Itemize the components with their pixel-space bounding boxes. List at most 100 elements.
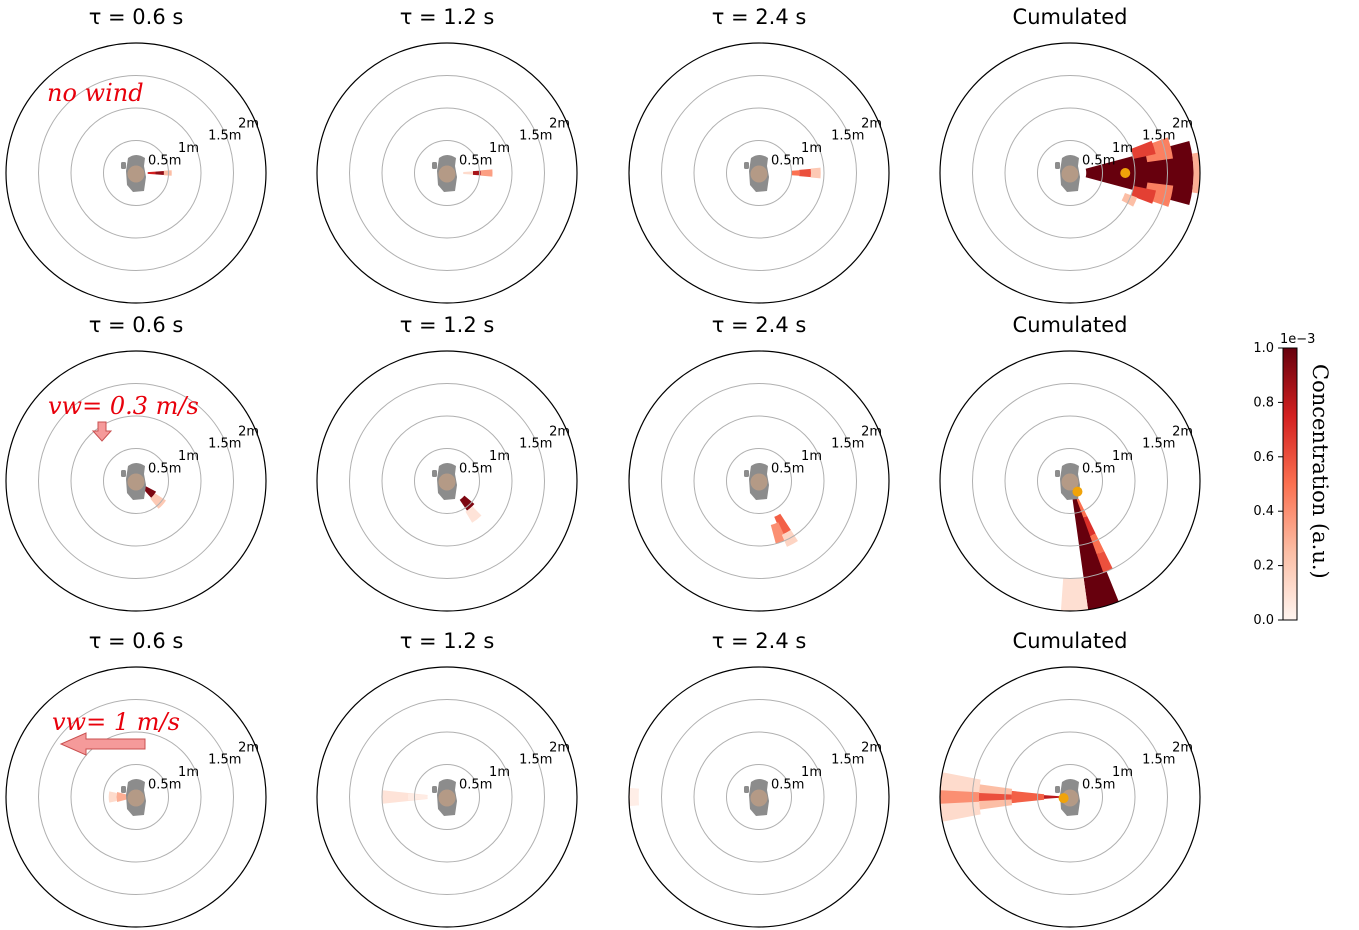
person-arm [121,786,126,793]
concentration-sector [1191,149,1200,197]
wind-arrow-left-icon [59,732,146,756]
ring-label: 1m [489,449,510,464]
polar-grid-ring [1004,107,1136,239]
person-arm [744,162,749,169]
ring-label: 0.5m [148,462,181,477]
polar-grid-ring [103,140,169,206]
colorbar: 0.0 0.2 0.4 0.6 0.8 1.0 1e−3 Concentration (a… [1253,332,1332,628]
person-head [127,473,145,491]
annotation-no-wind: no wind [47,79,144,107]
concentration-sector [1076,498,1088,518]
concentration-sector [1044,795,1064,799]
ring-label: 2m [238,116,259,131]
ring-label: 0.5m [459,154,492,169]
polar-outer-ring [5,666,267,928]
ring-label: 1.5m [1142,437,1175,452]
polar-outer-ring [628,42,890,304]
concentration-sector [459,495,475,511]
colorbar-multiplier: 1e−3 [1280,332,1315,347]
person-icon [744,779,769,816]
colorbar-ticks: 0.0 0.2 0.4 0.6 0.8 1.0 [1253,341,1283,628]
sector-group [459,495,482,523]
concentration-sector [629,787,640,807]
sector-group [142,485,166,509]
person-arm [1055,786,1060,793]
ring-label: 1m [489,765,510,780]
ring-label: 0.5m [459,778,492,793]
sector-group [770,513,798,547]
concentration-sector [155,171,164,175]
ring-label: 1.5m [831,753,864,768]
concentration-sector [108,791,117,803]
person-icon [744,463,769,500]
concentration-sector [150,493,166,509]
polar-grid-ring [693,415,825,547]
person-arm [1055,470,1060,477]
polar-grid-ring [1004,415,1136,547]
ring-label: 1m [801,141,822,156]
person-head [750,165,768,183]
polar-grid-ring [972,383,1168,579]
sector-group [629,787,640,807]
concentration-sector [1130,185,1156,204]
ring-label: 2m [861,424,882,439]
polar-grid-ring [381,731,513,863]
polar-grid-ring [103,448,169,514]
wind-arrow-down-icon [91,421,113,442]
polar-grid-ring [1037,448,1103,514]
polar-grid-ring [414,764,480,830]
polar-grid-ring [661,383,857,579]
polar-grid-ring [70,415,202,547]
ring-label: 1.5m [831,437,864,452]
ring-label: 1m [801,765,822,780]
ring-label: 0.5m [771,778,804,793]
person-icon [744,155,769,192]
ring-label: 1.5m [208,753,241,768]
ring-label: 2m [238,740,259,755]
person-head [438,165,456,183]
person-head [750,473,768,491]
polar-grid-ring [38,75,234,271]
polar-grid-ring [972,699,1168,895]
polar-grid-ring [70,731,202,863]
polar-outer-ring [939,666,1201,928]
panel-title: τ = 2.4 s [712,5,807,29]
concentration-sector [163,170,172,176]
concentration-sector [1130,140,1156,159]
ring-label: 1.5m [1142,753,1175,768]
person-arm [121,162,126,169]
concentration-sector [1060,577,1089,611]
polar-outer-ring [628,350,890,612]
ring-label: 1m [178,765,199,780]
polar-grid-ring [693,731,825,863]
panel-title: τ = 1.2 s [400,629,495,653]
ring-label: 0.5m [1082,462,1115,477]
colorbar-gradient [1282,347,1298,621]
sector-group [791,167,821,179]
sector-group [147,170,172,176]
concentration-sector [472,170,481,176]
polar-grid-ring [661,75,857,271]
panel-title: Cumulated [1013,629,1128,653]
ring-label: 0.5m [1082,154,1115,169]
polar-grid-ring [38,383,234,579]
polar-grid-ring [349,383,545,579]
panel-title: τ = 0.6 s [89,629,184,653]
polar-grid-ring [1004,731,1136,863]
person-arm [432,470,437,477]
person-head [438,473,456,491]
concentration-sector [1011,790,1045,804]
polar-grid-ring [381,415,513,547]
polar-outer-ring [5,350,267,612]
ring-label: 2m [549,116,570,131]
ring-label: 1.5m [831,129,864,144]
polar-grid-ring [972,75,1168,271]
concentration-sector [791,170,800,176]
